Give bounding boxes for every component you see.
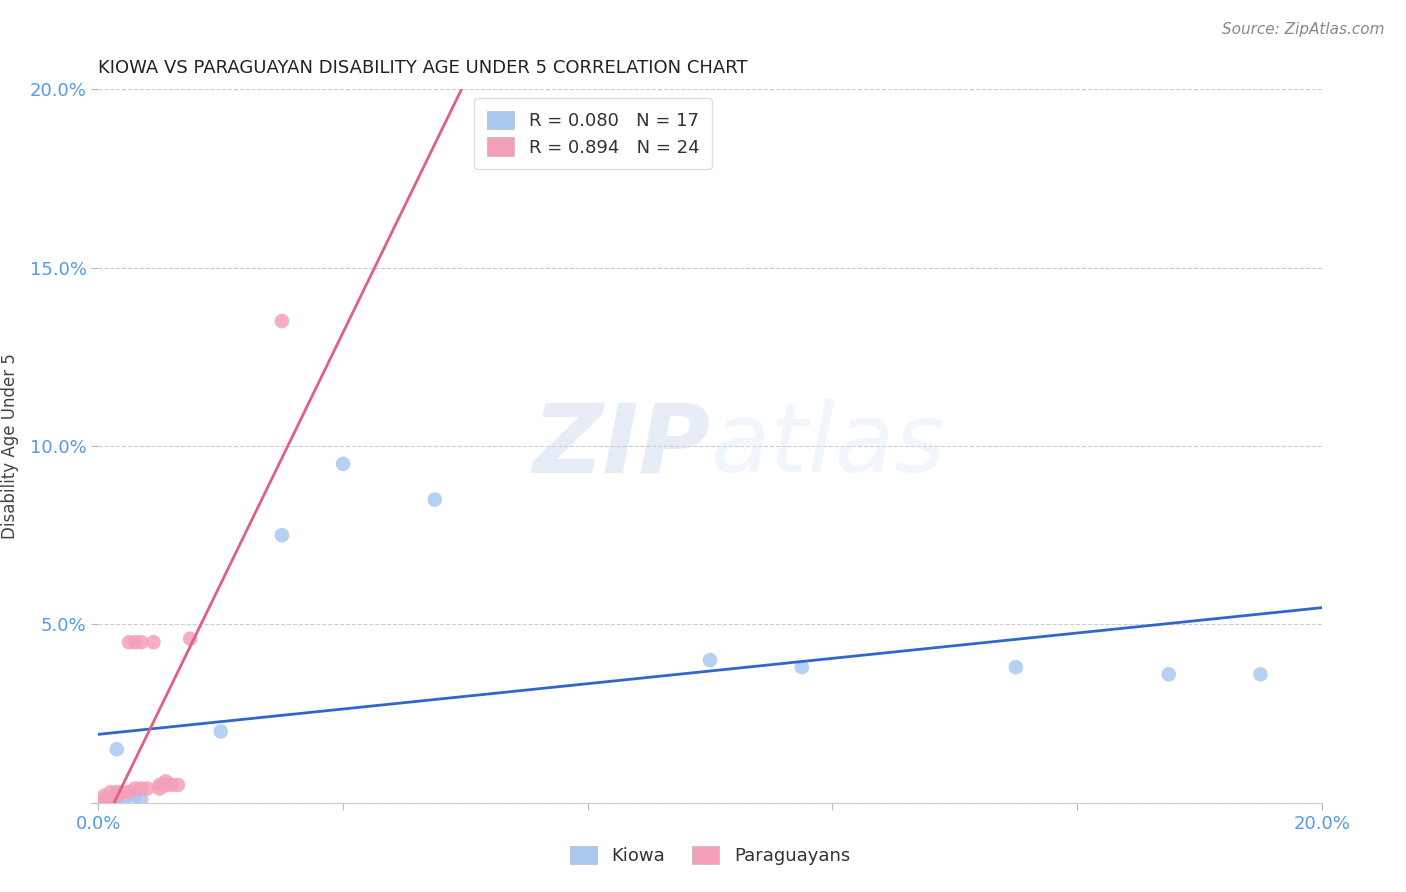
Point <box>129 635 152 649</box>
Point <box>124 789 146 803</box>
Point <box>160 778 183 792</box>
Point <box>790 660 813 674</box>
Point <box>129 781 152 796</box>
Point <box>179 632 201 646</box>
Point <box>87 796 110 810</box>
Point <box>118 789 141 803</box>
Point <box>209 724 232 739</box>
Point <box>100 792 122 806</box>
Point <box>105 785 128 799</box>
Point <box>118 635 141 649</box>
Point <box>1157 667 1180 681</box>
Point <box>105 792 128 806</box>
Point <box>111 785 134 799</box>
Point <box>100 785 122 799</box>
Point <box>118 785 141 799</box>
Point <box>155 778 177 792</box>
Legend: Kiowa, Paraguayans: Kiowa, Paraguayans <box>562 838 858 872</box>
Point <box>423 492 446 507</box>
Point <box>149 778 172 792</box>
Point <box>129 792 152 806</box>
Point <box>1249 667 1271 681</box>
Text: Source: ZipAtlas.com: Source: ZipAtlas.com <box>1222 22 1385 37</box>
Text: ZIP: ZIP <box>531 400 710 492</box>
Point <box>111 792 134 806</box>
Point <box>270 314 292 328</box>
Point <box>142 635 165 649</box>
Point <box>332 457 354 471</box>
Point <box>105 789 128 803</box>
Text: atlas: atlas <box>710 400 945 492</box>
Y-axis label: Disability Age Under 5: Disability Age Under 5 <box>0 353 18 539</box>
Point <box>93 792 115 806</box>
Point <box>270 528 292 542</box>
Point <box>124 635 146 649</box>
Point <box>105 742 128 756</box>
Point <box>149 781 172 796</box>
Point <box>93 792 115 806</box>
Point <box>155 774 177 789</box>
Point <box>93 789 115 803</box>
Point <box>136 781 159 796</box>
Point <box>124 781 146 796</box>
Point <box>699 653 721 667</box>
Point <box>167 778 190 792</box>
Point <box>100 792 122 806</box>
Point <box>1004 660 1026 674</box>
Text: KIOWA VS PARAGUAYAN DISABILITY AGE UNDER 5 CORRELATION CHART: KIOWA VS PARAGUAYAN DISABILITY AGE UNDER… <box>98 59 748 77</box>
